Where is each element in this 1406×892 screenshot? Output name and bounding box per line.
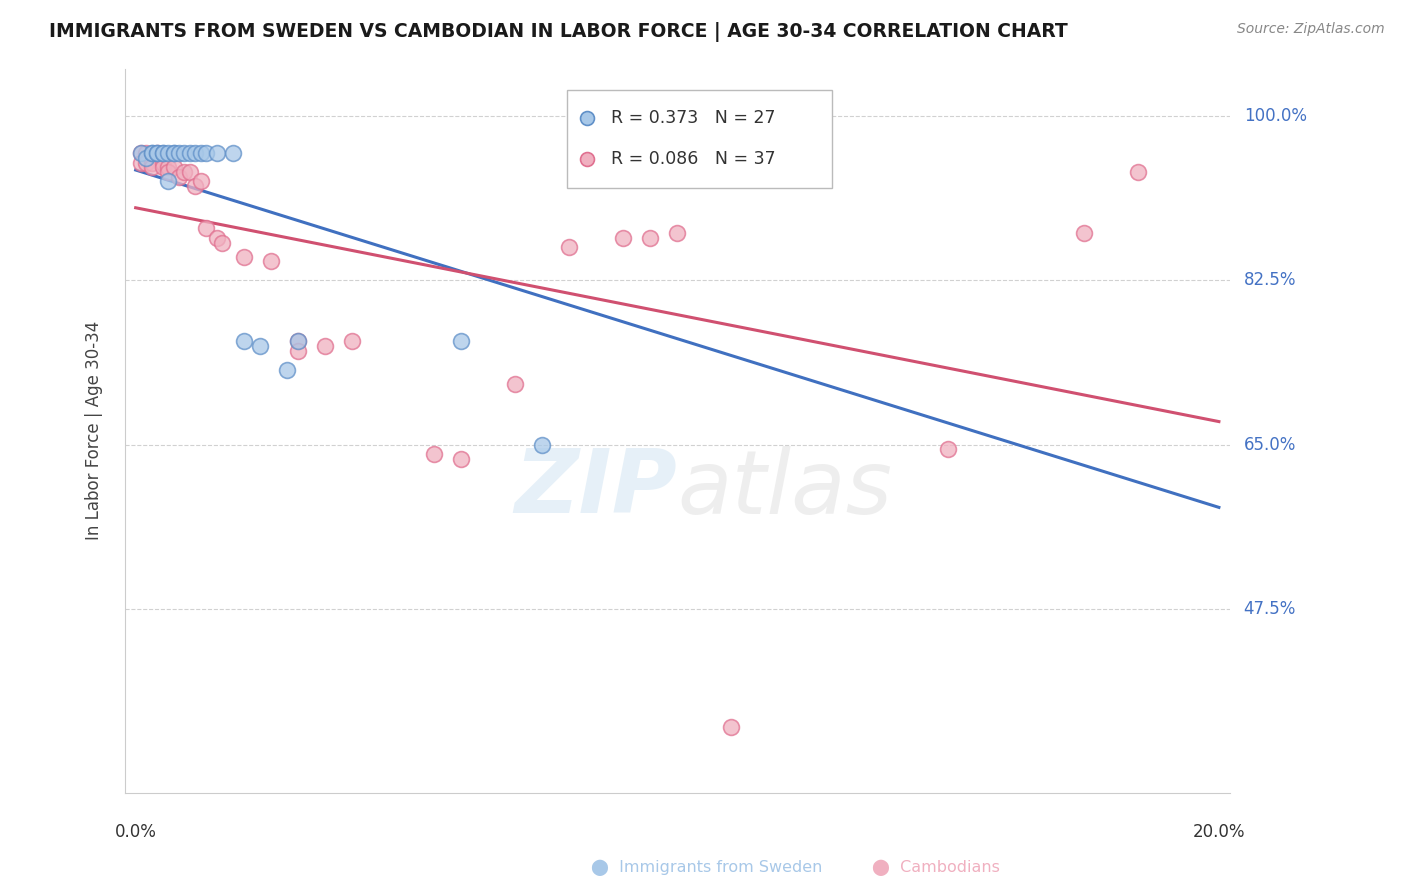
Point [195, 221, 218, 235]
Text: R = 0.086   N = 37: R = 0.086 N = 37 [612, 150, 776, 168]
Point [190, 146, 212, 161]
Point [211, 235, 233, 250]
Point [260, 254, 283, 268]
Point [287, 334, 309, 349]
Text: R = 0.373   N = 27: R = 0.373 N = 27 [612, 109, 776, 127]
Point [129, 146, 152, 161]
Text: 0.0%: 0.0% [115, 823, 156, 841]
Text: ⬤  Cambodians: ⬤ Cambodians [872, 860, 1000, 876]
Point [287, 343, 309, 358]
Point [249, 339, 271, 353]
Point [141, 155, 163, 169]
Point [146, 146, 169, 161]
Point [152, 146, 174, 161]
Text: ZIP: ZIP [515, 445, 678, 533]
Point [747, 146, 769, 161]
Point [936, 442, 959, 457]
Point [157, 161, 180, 175]
Point [179, 146, 201, 161]
Point [222, 146, 245, 161]
Point [184, 179, 207, 194]
Y-axis label: In Labor Force | Age 30-34: In Labor Force | Age 30-34 [86, 321, 103, 541]
Point [276, 362, 298, 376]
Point [162, 146, 184, 161]
Point [141, 146, 163, 161]
Point [157, 174, 180, 188]
Point [450, 334, 472, 349]
Point [157, 165, 180, 179]
Text: 82.5%: 82.5% [1244, 271, 1296, 289]
Point [162, 146, 184, 161]
Point [205, 146, 228, 161]
Point [558, 240, 581, 254]
Text: 47.5%: 47.5% [1244, 600, 1296, 618]
Point [152, 155, 174, 169]
Point [287, 334, 309, 349]
Point [129, 146, 152, 161]
Point [184, 146, 207, 161]
Point [141, 146, 163, 161]
Point [422, 447, 444, 461]
Point [157, 146, 180, 161]
Point [1073, 226, 1095, 240]
Point [146, 146, 169, 161]
Point [314, 339, 336, 353]
Point [141, 161, 163, 175]
Point [1126, 165, 1149, 179]
Point [666, 226, 689, 240]
Point [450, 451, 472, 466]
Point [233, 334, 256, 349]
Point [342, 334, 364, 349]
Point [205, 231, 228, 245]
Point [720, 720, 742, 734]
Point [173, 165, 195, 179]
Point [152, 146, 174, 161]
Text: Source: ZipAtlas.com: Source: ZipAtlas.com [1237, 22, 1385, 37]
Text: 65.0%: 65.0% [1244, 436, 1296, 454]
Point [195, 146, 218, 161]
Point [135, 155, 157, 169]
Text: ⬤  Immigrants from Sweden: ⬤ Immigrants from Sweden [591, 860, 823, 876]
Point [129, 155, 152, 169]
Point [190, 174, 212, 188]
Point [179, 165, 201, 179]
Text: atlas: atlas [678, 446, 893, 532]
Point [146, 146, 169, 161]
Point [167, 169, 190, 184]
Text: 20.0%: 20.0% [1192, 823, 1246, 841]
Point [503, 376, 526, 391]
Point [162, 161, 184, 175]
Point [638, 231, 661, 245]
Point [530, 438, 553, 452]
Point [135, 151, 157, 165]
Point [167, 146, 190, 161]
Point [173, 146, 195, 161]
Point [612, 231, 634, 245]
Point [152, 161, 174, 175]
Text: IMMIGRANTS FROM SWEDEN VS CAMBODIAN IN LABOR FORCE | AGE 30-34 CORRELATION CHART: IMMIGRANTS FROM SWEDEN VS CAMBODIAN IN L… [49, 22, 1069, 42]
FancyBboxPatch shape [567, 90, 832, 188]
Point [233, 250, 256, 264]
Text: 100.0%: 100.0% [1244, 106, 1306, 125]
Point [135, 146, 157, 161]
